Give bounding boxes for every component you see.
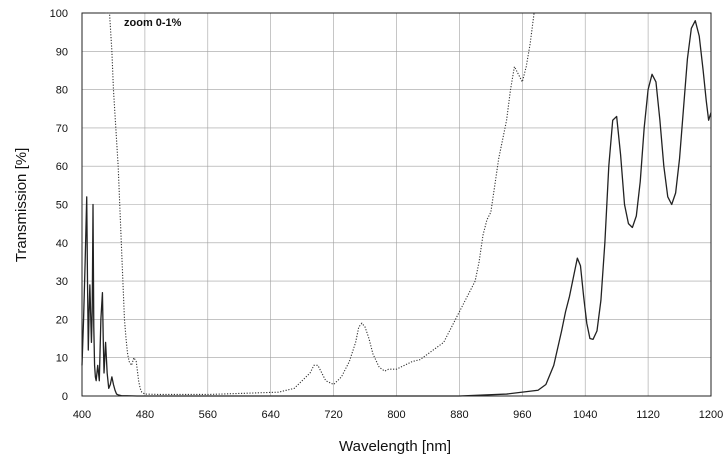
- y-tick-label: 10: [56, 353, 68, 365]
- y-tick-label: 100: [50, 8, 68, 20]
- grid: [81, 12, 712, 397]
- y-axis-title: Transmission [%]: [13, 148, 30, 262]
- x-axis-ticks: 400 480 560 640 720 800 880 960 1040 1120 1200: [73, 409, 723, 421]
- x-tick-label: 720: [324, 409, 342, 421]
- series: [81, 12, 712, 397]
- x-axis-title: Wavelength [nm]: [339, 438, 451, 455]
- series-line-solid: [81, 20, 712, 397]
- y-tick-label: 70: [56, 123, 68, 135]
- y-tick-label: 50: [56, 200, 68, 212]
- y-tick-label: 40: [56, 238, 68, 250]
- x-tick-label: 480: [136, 409, 154, 421]
- x-tick-label: 880: [450, 409, 468, 421]
- x-tick-label: 800: [387, 409, 405, 421]
- x-tick-label: 1040: [573, 409, 597, 421]
- x-tick-label: 960: [513, 409, 531, 421]
- y-tick-label: 60: [56, 161, 68, 173]
- y-axis-ticks: 0 10 20 30 40 50 60 70 80 90 100: [50, 8, 68, 403]
- x-tick-label: 560: [199, 409, 217, 421]
- y-tick-label: 90: [56, 46, 68, 58]
- x-tick-label: 640: [262, 409, 280, 421]
- y-tick-label: 80: [56, 85, 68, 97]
- zoom-annotation: zoom 0-1%: [124, 17, 182, 29]
- y-tick-label: 0: [62, 391, 68, 403]
- x-tick-label: 1200: [699, 409, 723, 421]
- y-tick-label: 20: [56, 314, 68, 326]
- series-line-dotted: [105, 12, 535, 396]
- x-tick-label: 400: [73, 409, 91, 421]
- x-tick-label: 1120: [636, 409, 660, 421]
- y-tick-label: 30: [56, 276, 68, 288]
